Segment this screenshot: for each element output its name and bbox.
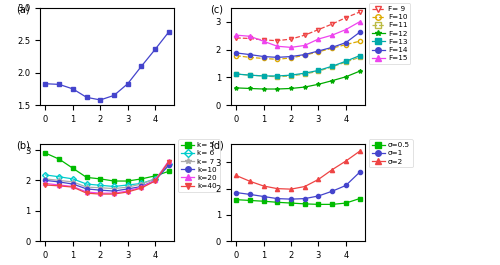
Text: (c): (c) — [210, 4, 224, 14]
Legend: k= 5, k= 6, k= 7, k=10, k=20, k=40: k= 5, k= 6, k= 7, k=10, k=20, k=40 — [178, 139, 220, 192]
Legend: F= 9, F=10, F=11, F=12, F=13, F=14, F=15: F= 9, F=10, F=11, F=12, F=13, F=14, F=15 — [369, 3, 410, 64]
Legend: σ=0.5, σ=1, σ=2: σ=0.5, σ=1, σ=2 — [369, 139, 413, 167]
Text: (b): (b) — [16, 140, 30, 150]
Text: (d): (d) — [210, 140, 224, 150]
Text: (a): (a) — [16, 4, 30, 14]
